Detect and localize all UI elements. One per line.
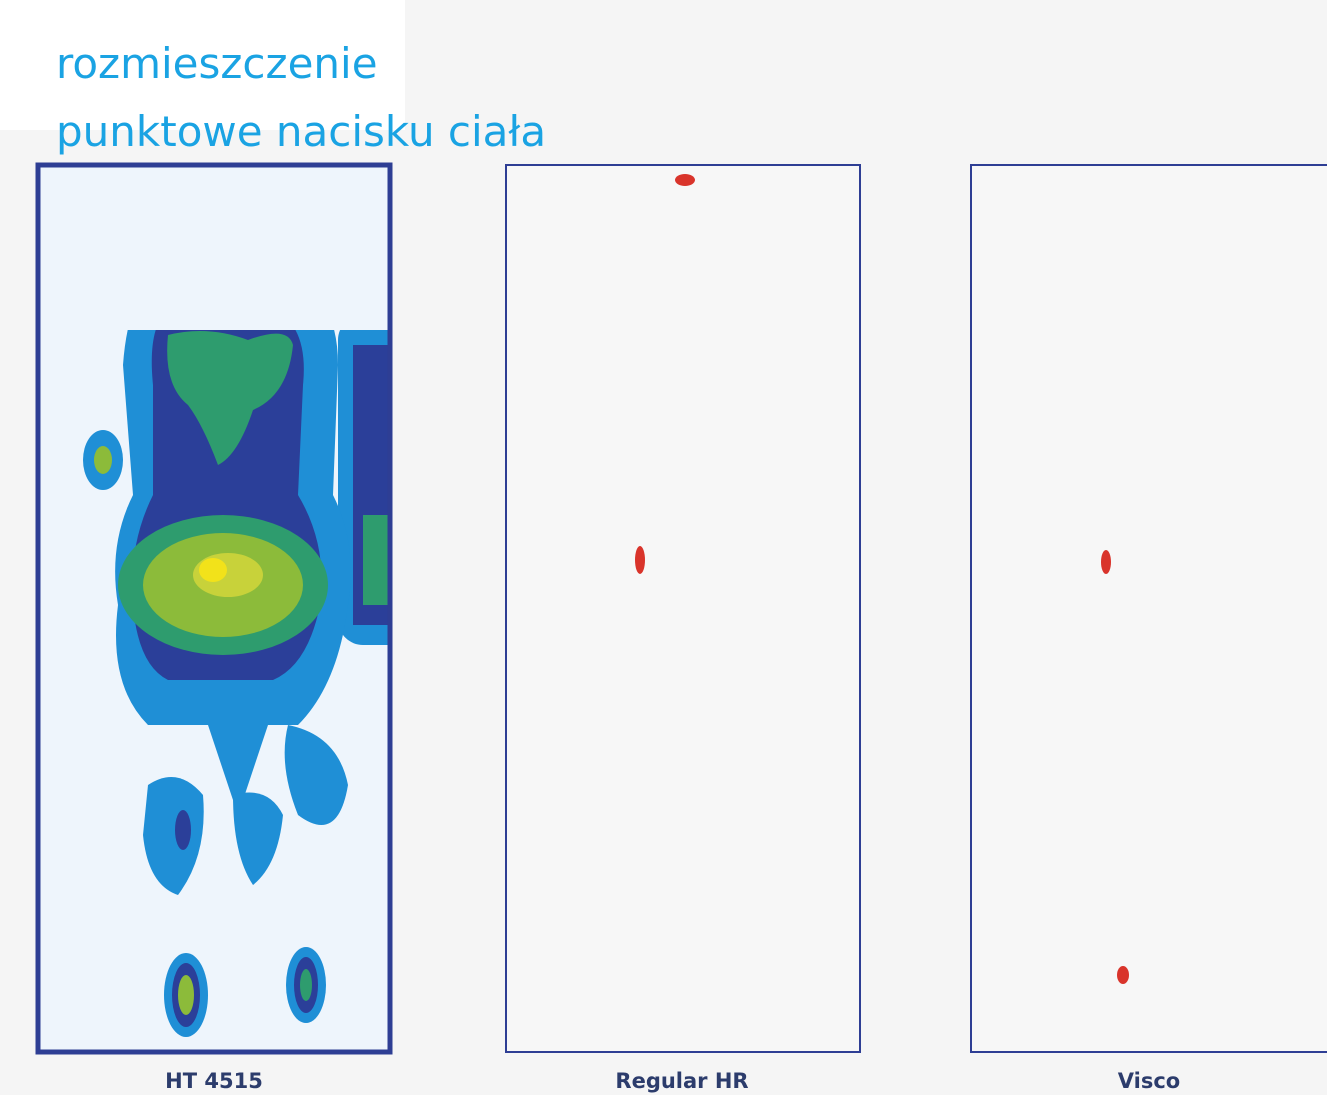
panel-label: HT 4515 bbox=[165, 1069, 263, 1093]
pressure-map bbox=[505, 164, 861, 1053]
title-box bbox=[0, 0, 405, 130]
panel-label: Regular HR bbox=[615, 1069, 748, 1093]
title-line: rozmieszczenie bbox=[56, 39, 378, 88]
panel-label: Visco bbox=[1118, 1069, 1180, 1093]
title-line: punktowe nacisku ciała bbox=[56, 107, 546, 156]
pressure-map bbox=[35, 162, 393, 1055]
pressure-map bbox=[970, 164, 1327, 1053]
